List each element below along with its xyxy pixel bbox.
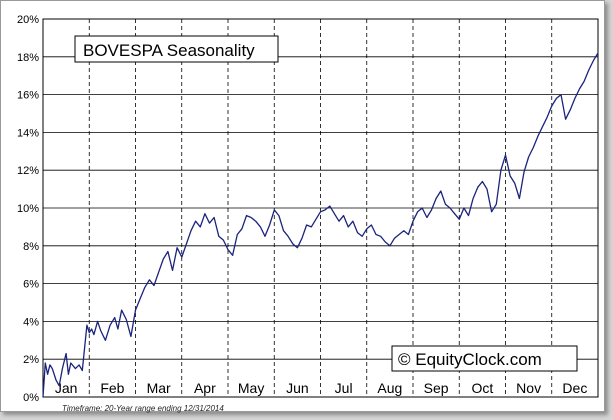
y-tick-label: 16%: [17, 90, 39, 102]
month-label: Oct: [471, 380, 493, 396]
y-tick-label: 4%: [23, 316, 39, 328]
y-tick-label: 8%: [23, 241, 39, 253]
month-label: Jul: [335, 380, 353, 396]
plot-border: [42, 18, 599, 398]
month-label: Sep: [424, 380, 449, 396]
month-label: Nov: [516, 380, 541, 396]
y-tick-label: 20%: [17, 14, 39, 26]
y-tick-labels: 0% 2% 4% 6% 8% 10% 12% 14% 16% 18% 20%: [17, 14, 39, 404]
month-label: Jun: [286, 380, 309, 396]
month-label: Feb: [100, 380, 124, 396]
title-box: BOVESPA Seasonality: [74, 35, 279, 63]
y-tick-label: 2%: [23, 354, 39, 366]
chart-frame: [0, 0, 605, 412]
watermark-box-border: [391, 345, 578, 372]
month-label: Dec: [562, 380, 587, 396]
chart-title: BOVESPA Seasonality: [83, 41, 255, 60]
month-label: Mar: [147, 380, 171, 396]
month-label: Apr: [194, 380, 216, 396]
y-tick-label: 18%: [17, 52, 39, 64]
month-label: May: [238, 380, 264, 396]
series-line-bovespa: [42, 52, 599, 398]
y-tick-label: 14%: [17, 127, 39, 139]
month-labels: Jan Feb Mar Apr May Jun Jul Aug Sep Oct Nov Dec: [55, 380, 587, 396]
y-tick-label: 10%: [17, 203, 39, 215]
watermark-text: © EquityClock.com: [398, 350, 542, 369]
month-label: Aug: [377, 380, 402, 396]
grid-layer: [43, 19, 598, 397]
y-tick-label: 0%: [23, 392, 39, 404]
y-tick-label: 12%: [17, 165, 39, 177]
title-box-border: [74, 35, 279, 63]
y-tick-label: 6%: [23, 279, 39, 291]
footnote: Timeframe: 20-Year range ending 12/31/20…: [62, 404, 224, 413]
watermark-box: © EquityClock.com: [391, 345, 578, 372]
month-label: Jan: [55, 380, 78, 396]
